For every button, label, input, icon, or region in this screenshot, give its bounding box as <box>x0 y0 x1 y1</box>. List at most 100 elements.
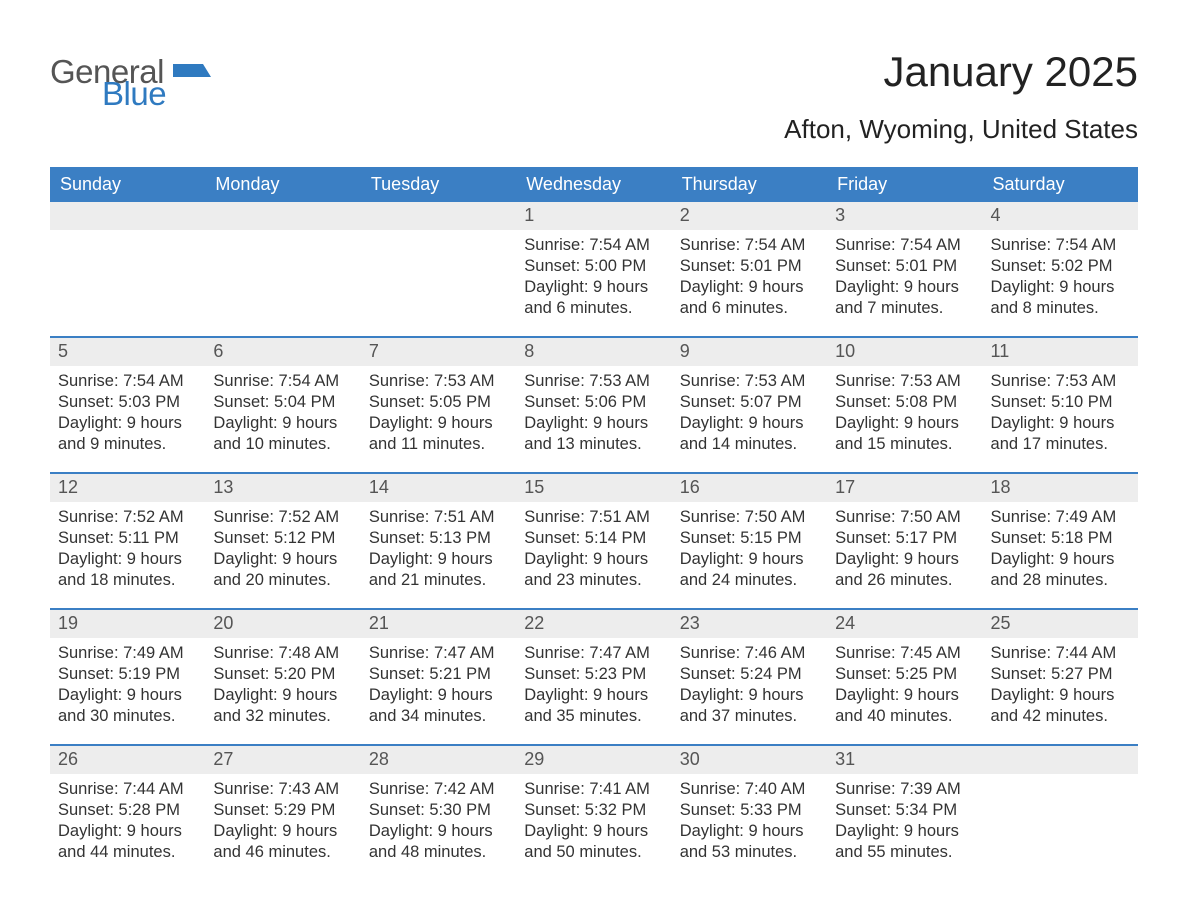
sunrise-text: Sunrise: 7:53 AM <box>835 371 974 392</box>
date-number: 3 <box>827 202 982 230</box>
date-number: 13 <box>205 474 360 502</box>
daylight-line2: and 28 minutes. <box>991 570 1130 591</box>
daylight-line2: and 30 minutes. <box>58 706 197 727</box>
calendar-cell: 30Sunrise: 7:40 AMSunset: 5:33 PMDayligh… <box>672 746 827 866</box>
date-number: 5 <box>50 338 205 366</box>
calendar-week: 26Sunrise: 7:44 AMSunset: 5:28 PMDayligh… <box>50 744 1138 866</box>
date-number: 9 <box>672 338 827 366</box>
daylight-line1: Daylight: 9 hours <box>991 277 1130 298</box>
sunset-text: Sunset: 5:10 PM <box>991 392 1130 413</box>
daylight-line2: and 35 minutes. <box>524 706 663 727</box>
calendar: Sunday Monday Tuesday Wednesday Thursday… <box>50 167 1138 866</box>
weeks-container: 1Sunrise: 7:54 AMSunset: 5:00 PMDaylight… <box>50 202 1138 866</box>
calendar-cell <box>205 202 360 322</box>
cell-body: Sunrise: 7:48 AMSunset: 5:20 PMDaylight:… <box>205 638 360 727</box>
daylight-line1: Daylight: 9 hours <box>369 549 508 570</box>
sunrise-text: Sunrise: 7:53 AM <box>991 371 1130 392</box>
daylight-line1: Daylight: 9 hours <box>213 685 352 706</box>
sunset-text: Sunset: 5:07 PM <box>680 392 819 413</box>
cell-body: Sunrise: 7:54 AMSunset: 5:01 PMDaylight:… <box>672 230 827 319</box>
sunrise-text: Sunrise: 7:54 AM <box>991 235 1130 256</box>
daylight-line2: and 18 minutes. <box>58 570 197 591</box>
logo-text: General Blue <box>50 58 166 108</box>
cell-body: Sunrise: 7:47 AMSunset: 5:23 PMDaylight:… <box>516 638 671 727</box>
daylight-line2: and 34 minutes. <box>369 706 508 727</box>
date-number: 25 <box>983 610 1138 638</box>
calendar-cell: 12Sunrise: 7:52 AMSunset: 5:11 PMDayligh… <box>50 474 205 594</box>
daylight-line2: and 26 minutes. <box>835 570 974 591</box>
date-number: 18 <box>983 474 1138 502</box>
date-number: 23 <box>672 610 827 638</box>
calendar-cell: 18Sunrise: 7:49 AMSunset: 5:18 PMDayligh… <box>983 474 1138 594</box>
sunrise-text: Sunrise: 7:44 AM <box>58 779 197 800</box>
calendar-cell: 21Sunrise: 7:47 AMSunset: 5:21 PMDayligh… <box>361 610 516 730</box>
sunrise-text: Sunrise: 7:54 AM <box>213 371 352 392</box>
logo: General Blue <box>50 48 211 108</box>
daylight-line2: and 46 minutes. <box>213 842 352 863</box>
cell-body: Sunrise: 7:44 AMSunset: 5:27 PMDaylight:… <box>983 638 1138 727</box>
daylight-line1: Daylight: 9 hours <box>58 549 197 570</box>
daylight-line2: and 32 minutes. <box>213 706 352 727</box>
sunset-text: Sunset: 5:03 PM <box>58 392 197 413</box>
date-number: 2 <box>672 202 827 230</box>
calendar-cell: 24Sunrise: 7:45 AMSunset: 5:25 PMDayligh… <box>827 610 982 730</box>
date-number: 16 <box>672 474 827 502</box>
cell-body: Sunrise: 7:51 AMSunset: 5:13 PMDaylight:… <box>361 502 516 591</box>
date-number: 4 <box>983 202 1138 230</box>
sunset-text: Sunset: 5:04 PM <box>213 392 352 413</box>
daylight-line2: and 21 minutes. <box>369 570 508 591</box>
day-header-fri: Friday <box>827 167 982 202</box>
daylight-line1: Daylight: 9 hours <box>835 413 974 434</box>
cell-body: Sunrise: 7:54 AMSunset: 5:01 PMDaylight:… <box>827 230 982 319</box>
sunrise-text: Sunrise: 7:50 AM <box>680 507 819 528</box>
calendar-cell: 31Sunrise: 7:39 AMSunset: 5:34 PMDayligh… <box>827 746 982 866</box>
date-number: 10 <box>827 338 982 366</box>
sunset-text: Sunset: 5:30 PM <box>369 800 508 821</box>
date-number: 29 <box>516 746 671 774</box>
day-header-sun: Sunday <box>50 167 205 202</box>
day-header-thu: Thursday <box>672 167 827 202</box>
calendar-week: 5 Sunrise: 7:54 AM Sunset: 5:03 PM Daylight… <box>50 336 1138 458</box>
daylight-line1: Daylight: 9 hours <box>58 685 197 706</box>
cell-body: Sunrise: 7:53 AMSunset: 5:06 PMDaylight:… <box>516 366 671 455</box>
date-number: 26 <box>50 746 205 774</box>
cell-body: Sunrise: 7:39 AMSunset: 5:34 PMDaylight:… <box>827 774 982 863</box>
header: General Blue January 2025 <box>50 48 1138 108</box>
daylight-line1: Daylight: 9 hours <box>524 413 663 434</box>
cell-body: Sunrise: 7:49 AMSunset: 5:18 PMDaylight:… <box>983 502 1138 591</box>
daylight-line1: Daylight: 9 hours <box>835 549 974 570</box>
daylight-line1: Daylight: 9 hours <box>680 413 819 434</box>
sunrise-text: Sunrise: 7:48 AM <box>213 643 352 664</box>
calendar-cell: 13Sunrise: 7:52 AMSunset: 5:12 PMDayligh… <box>205 474 360 594</box>
daylight-line1: Daylight: 9 hours <box>213 413 352 434</box>
cell-body: Sunrise: 7:53 AMSunset: 5:08 PMDaylight:… <box>827 366 982 455</box>
date-number: 22 <box>516 610 671 638</box>
calendar-week: 12Sunrise: 7:52 AMSunset: 5:11 PMDayligh… <box>50 472 1138 594</box>
cell-body: Sunrise: 7:54 AMSunset: 5:04 PMDaylight:… <box>205 366 360 455</box>
cell-body: Sunrise: 7:44 AMSunset: 5:28 PMDaylight:… <box>50 774 205 863</box>
sunrise-text: Sunrise: 7:44 AM <box>991 643 1130 664</box>
calendar-cell: 27Sunrise: 7:43 AMSunset: 5:29 PMDayligh… <box>205 746 360 866</box>
date-number: 30 <box>672 746 827 774</box>
calendar-cell: 17Sunrise: 7:50 AMSunset: 5:17 PMDayligh… <box>827 474 982 594</box>
cell-body: Sunrise: 7:53 AMSunset: 5:07 PMDaylight:… <box>672 366 827 455</box>
day-header-wed: Wednesday <box>516 167 671 202</box>
date-number <box>983 746 1138 774</box>
daylight-line1: Daylight: 9 hours <box>213 549 352 570</box>
calendar-cell: 1Sunrise: 7:54 AMSunset: 5:00 PMDaylight… <box>516 202 671 322</box>
date-number: 19 <box>50 610 205 638</box>
calendar-cell: 20Sunrise: 7:48 AMSunset: 5:20 PMDayligh… <box>205 610 360 730</box>
calendar-cell: 16Sunrise: 7:50 AMSunset: 5:15 PMDayligh… <box>672 474 827 594</box>
calendar-week: 1Sunrise: 7:54 AMSunset: 5:00 PMDaylight… <box>50 202 1138 322</box>
flag-icon <box>173 64 211 90</box>
calendar-cell: 2Sunrise: 7:54 AMSunset: 5:01 PMDaylight… <box>672 202 827 322</box>
cell-body: Sunrise: 7:42 AMSunset: 5:30 PMDaylight:… <box>361 774 516 863</box>
day-header-mon: Monday <box>205 167 360 202</box>
daylight-line1: Daylight: 9 hours <box>680 549 819 570</box>
daylight-line1: Daylight: 9 hours <box>991 549 1130 570</box>
daylight-line2: and 48 minutes. <box>369 842 508 863</box>
day-header-sat: Saturday <box>983 167 1138 202</box>
daylight-line2: and 15 minutes. <box>835 434 974 455</box>
sunset-text: Sunset: 5:19 PM <box>58 664 197 685</box>
date-number: 6 <box>205 338 360 366</box>
